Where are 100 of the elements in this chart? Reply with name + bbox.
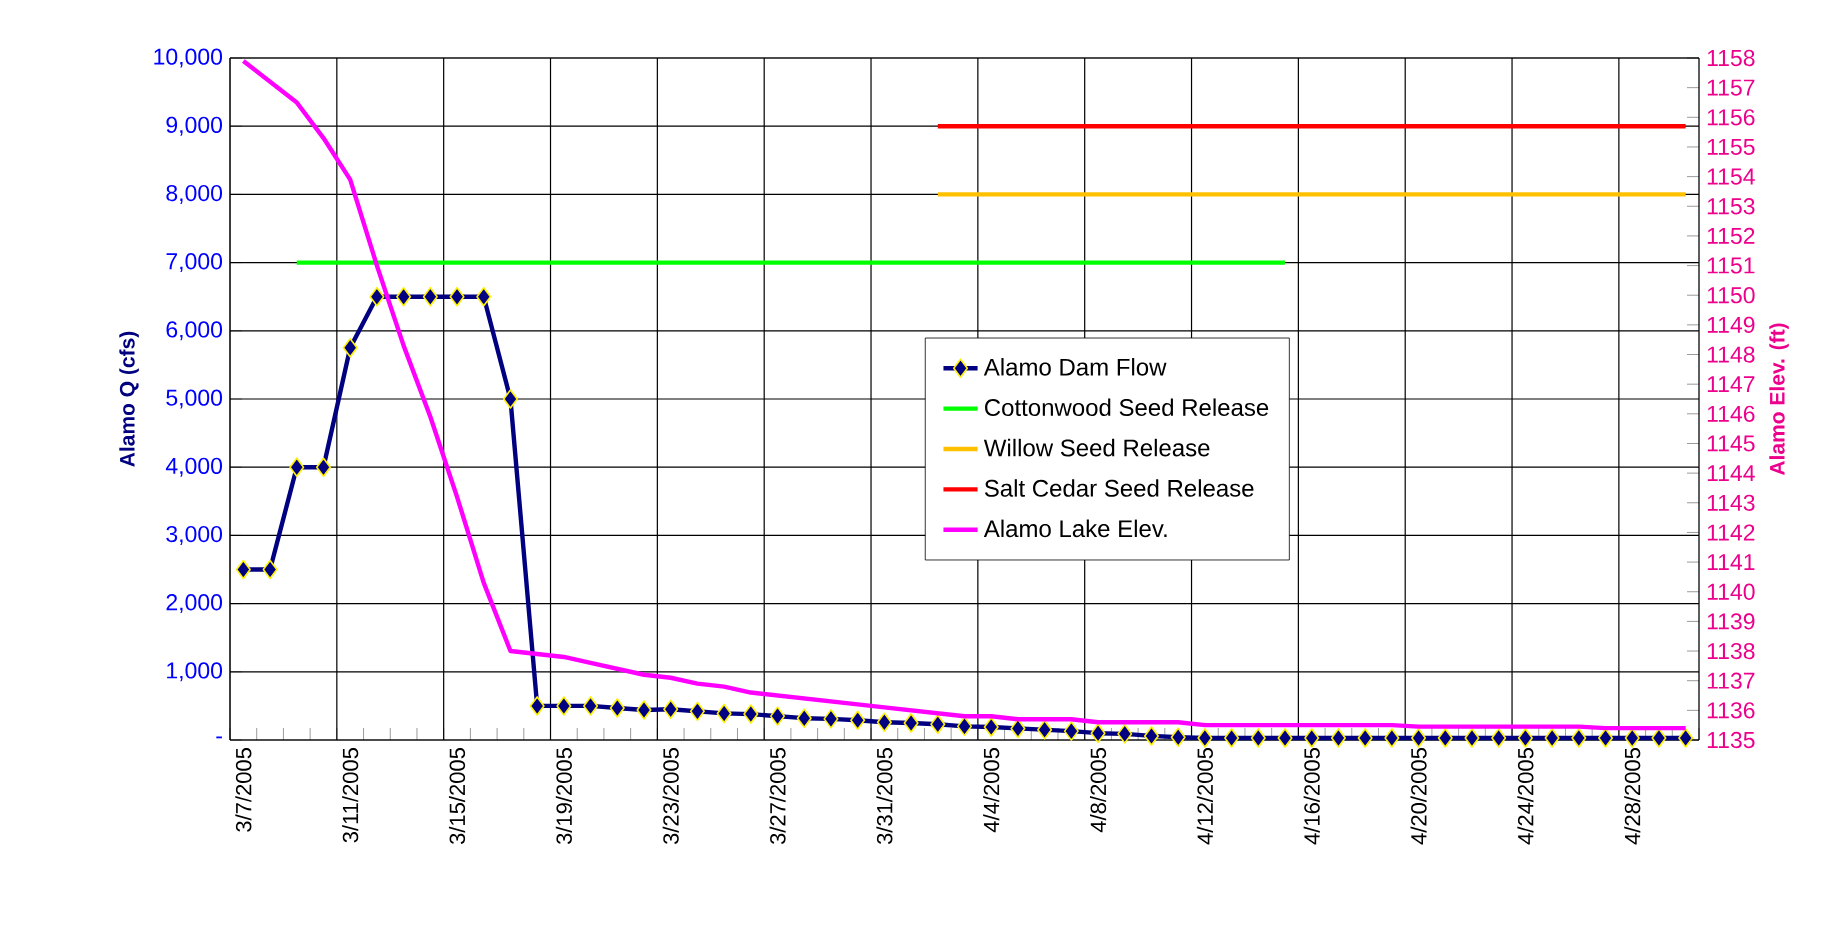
point xyxy=(342,338,358,358)
point xyxy=(743,704,759,724)
point xyxy=(1651,728,1667,748)
point xyxy=(1597,728,1614,748)
y2-tick-label: 1144 xyxy=(1707,465,1755,482)
y-tick-label: 1,000 xyxy=(167,662,223,682)
point xyxy=(1090,723,1106,743)
legend-label: Cottonwood Seed Release xyxy=(985,398,1269,417)
legend-label: Salt Cedar Seed Release xyxy=(984,479,1254,497)
x-tick-label: 4/8/2005 xyxy=(1089,748,1107,833)
point xyxy=(1117,724,1133,744)
point xyxy=(235,559,251,580)
point xyxy=(1037,719,1053,740)
y2-tick-label: 1138 xyxy=(1707,642,1755,660)
y2-tick-label: 1147 xyxy=(1707,376,1755,393)
point xyxy=(1357,728,1373,748)
x-tick-label: 3/31/2005 xyxy=(876,748,893,845)
y2-tick-label: 1155 xyxy=(1707,138,1755,155)
x-tick-label: 3/27/2005 xyxy=(769,748,786,845)
point xyxy=(1491,728,1507,748)
point xyxy=(609,698,625,718)
y2-tick-label: 1140 xyxy=(1707,583,1755,600)
y2-tick-label: 1149 xyxy=(1707,316,1755,334)
point xyxy=(1277,728,1293,748)
point xyxy=(502,389,518,409)
y-tick-label: 3,000 xyxy=(166,525,223,545)
point xyxy=(1304,728,1320,748)
legend-label: Alamo Dam Flow xyxy=(983,358,1167,376)
point xyxy=(396,286,412,307)
y-tick-label: 4,000 xyxy=(165,457,223,477)
point xyxy=(903,713,919,733)
y-tick-label: 5,000 xyxy=(166,389,223,409)
y2-tick-label: 1153 xyxy=(1707,198,1755,215)
point xyxy=(663,699,679,720)
x-tick-label: 4/24/2005 xyxy=(1517,748,1534,845)
legend-label: Alamo Lake Elev. xyxy=(983,519,1167,538)
point xyxy=(556,696,572,716)
y2-tick-label: 1150 xyxy=(1707,287,1755,304)
point xyxy=(769,706,786,726)
x-tick-label: 4/28/2005 xyxy=(1624,748,1641,845)
y2-tick-label: 1139 xyxy=(1707,613,1755,630)
y-tick-label: - xyxy=(216,736,222,739)
x-tick-label: 3/15/2005 xyxy=(448,748,466,845)
legend-label: Willow Seed Release xyxy=(983,438,1210,457)
point xyxy=(796,708,812,728)
x-tick-label: 4/12/2005 xyxy=(1196,748,1213,845)
point xyxy=(636,700,652,720)
y2-tick-label: 1156 xyxy=(1707,109,1755,126)
x-tick-label: 3/11/2005 xyxy=(342,748,359,843)
point xyxy=(1437,728,1453,748)
point xyxy=(1330,728,1346,748)
point xyxy=(1517,728,1533,748)
point xyxy=(1544,728,1560,748)
point xyxy=(1250,728,1266,748)
y-tick-label: 7,000 xyxy=(166,253,223,273)
y2-tick-label: 1141 xyxy=(1707,554,1755,570)
y2-tick-label: 1152 xyxy=(1707,227,1755,245)
point xyxy=(876,712,892,733)
point xyxy=(1063,721,1079,741)
point xyxy=(289,457,305,477)
y2-tick-label: 1145 xyxy=(1707,435,1755,452)
y2-tick-label: 1158 xyxy=(1707,49,1755,67)
x-tick-label: 4/4/2005 xyxy=(983,748,1000,833)
point xyxy=(1411,728,1427,748)
point xyxy=(476,286,492,307)
point xyxy=(1170,727,1186,748)
point xyxy=(1384,728,1400,748)
point xyxy=(823,709,839,729)
point xyxy=(1624,728,1640,748)
y2-tick-label: 1146 xyxy=(1707,405,1755,422)
y-tick-label: 9,000 xyxy=(166,116,223,136)
point xyxy=(956,716,973,737)
x-tick-label: 4/16/2005 xyxy=(1303,748,1320,845)
point xyxy=(529,696,545,716)
y-tick-label: 8,000 xyxy=(166,184,223,204)
y2-tick-label: 1154 xyxy=(1707,168,1755,185)
y2-axis-title: Alamo Elev. (ft) xyxy=(1769,323,1789,476)
point xyxy=(1197,728,1213,748)
point xyxy=(1010,718,1026,739)
y-tick-label: 10,000 xyxy=(154,48,223,68)
x-tick-label: 3/7/2005 xyxy=(235,748,252,832)
point xyxy=(1224,728,1240,748)
point xyxy=(930,714,946,735)
y2-tick-label: 1135 xyxy=(1707,731,1755,749)
x-tick-label: 4/20/2005 xyxy=(1410,748,1427,845)
point xyxy=(583,696,599,716)
y-tick-label: 6,000 xyxy=(166,321,223,341)
y2-tick-label: 1142 xyxy=(1707,524,1755,541)
y2-tick-label: 1151 xyxy=(1707,257,1755,274)
point xyxy=(689,701,705,722)
point xyxy=(1678,728,1694,748)
y2-tick-label: 1148 xyxy=(1707,346,1755,363)
point xyxy=(983,717,999,737)
point xyxy=(1571,728,1587,748)
point xyxy=(315,457,332,477)
point xyxy=(262,559,278,580)
y2-tick-label: 1136 xyxy=(1707,702,1755,719)
y2-tick-label: 1137 xyxy=(1707,672,1755,689)
y2-tick-label: 1157 xyxy=(1707,79,1755,96)
x-tick-label: 3/19/2005 xyxy=(555,748,572,845)
